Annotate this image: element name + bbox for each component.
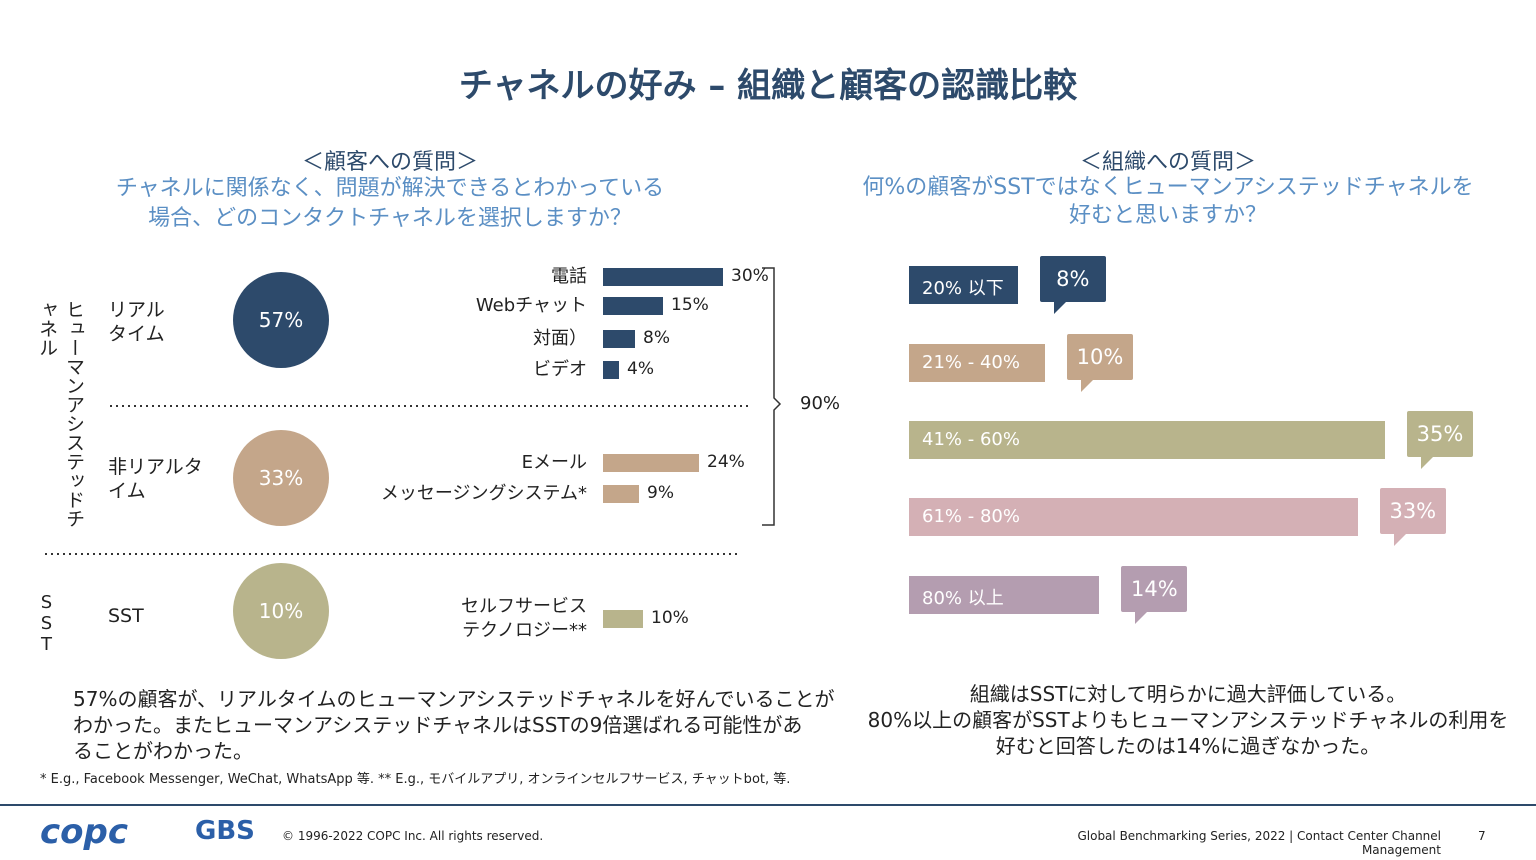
bar xyxy=(909,344,1045,382)
group-name: SST xyxy=(108,605,144,627)
category-label: ビデオ xyxy=(533,359,587,380)
value-label: 24% xyxy=(707,452,745,472)
category-label: 電話 xyxy=(551,266,587,287)
value-label: 10% xyxy=(651,608,689,628)
bar xyxy=(603,297,663,315)
share-label: 57% xyxy=(258,308,304,332)
left-title: ＜顧客への質問＞ xyxy=(301,150,478,175)
bar xyxy=(909,498,1358,536)
value-label: 8% xyxy=(1056,267,1090,291)
left-subtitle: チャネルに関係なく、問題が解決できるとわかっている 場合、どのコンタクトチャネル… xyxy=(115,176,665,231)
share-label: 10% xyxy=(258,599,304,623)
callout-tail xyxy=(1081,380,1093,392)
callout-tail xyxy=(1421,457,1433,469)
category-label: 20% 以下 xyxy=(922,278,1004,299)
value-label: 30% xyxy=(731,266,769,286)
share-circle xyxy=(233,272,329,368)
group-name: リアル タイム xyxy=(108,299,165,345)
slide-title: チャネルの好み – 組織と顧客の認識比較 xyxy=(458,66,1078,106)
callout-tail xyxy=(1135,612,1148,624)
share-circle xyxy=(233,430,329,526)
value-label: 15% xyxy=(671,295,709,315)
page-number: 7 xyxy=(1478,829,1486,843)
value-label: 33% xyxy=(1389,499,1437,523)
bracket xyxy=(762,267,782,526)
side-label: SST xyxy=(36,592,57,655)
copyright: © 1996-2022 COPC Inc. All rights reserve… xyxy=(282,829,544,843)
category-label: 対面） xyxy=(533,328,587,349)
footnote: * E.g., Facebook Messenger, WeChat, What… xyxy=(40,772,791,787)
callout xyxy=(1039,256,1106,302)
summary-left: 57%の顧客が、リアルタイムのヒューマンアシステッドチャネルを好んでいることが … xyxy=(73,687,835,763)
value-label: 35% xyxy=(1416,422,1464,446)
value-label: 4% xyxy=(627,359,654,379)
value-label: 10% xyxy=(1076,345,1124,369)
category-label: セルフサービス テクノロジー** xyxy=(461,596,587,641)
value-label: 8% xyxy=(643,328,670,348)
right-subtitle: 何%の顧客がSSTではなくヒューマンアシステッドチャネルを 好むと思いますか？ xyxy=(862,175,1474,228)
footer-series: Global Benchmarking Series, 2022 | Conta… xyxy=(1077,829,1441,857)
bar xyxy=(909,266,1018,304)
summary-right: 組織はSSTに対して明らかに過大評価している。 80%以上の顧客がSSTよりもヒ… xyxy=(867,682,1509,758)
callout xyxy=(1407,411,1473,457)
category-label: Eメール xyxy=(521,452,587,473)
logo: copc xyxy=(40,812,129,852)
category-label: メッセージングシステム* xyxy=(380,483,587,504)
bar xyxy=(603,610,643,628)
bar xyxy=(603,454,699,472)
bar xyxy=(603,361,619,379)
callout xyxy=(1379,488,1446,534)
category-label: 80% 以上 xyxy=(922,588,1004,609)
category-label: 61% - 80% xyxy=(922,506,1020,527)
bar xyxy=(603,330,635,348)
value-label: 9% xyxy=(647,483,674,503)
total-label: 90% xyxy=(800,393,841,414)
logo: GBS xyxy=(195,816,255,846)
bar xyxy=(909,576,1100,614)
bar xyxy=(909,421,1385,459)
category-label: 41% - 60% xyxy=(922,429,1020,450)
side-label: ヒューマンアシステッドチャネル xyxy=(36,300,85,528)
share-circle xyxy=(233,563,329,659)
bar xyxy=(603,268,723,286)
group-name: 非リアルタ イム xyxy=(108,456,203,502)
callout-tail xyxy=(1053,302,1066,314)
category-label: 21% - 40% xyxy=(922,352,1020,373)
category-label: Webチャット xyxy=(475,295,587,316)
value-label: 14% xyxy=(1131,577,1178,601)
callout xyxy=(1067,334,1133,380)
callout-tail xyxy=(1393,534,1406,546)
share-label: 33% xyxy=(258,466,304,490)
bar xyxy=(603,485,639,503)
callout xyxy=(1121,566,1188,612)
right-title: ＜組織への質問＞ xyxy=(1079,150,1256,175)
